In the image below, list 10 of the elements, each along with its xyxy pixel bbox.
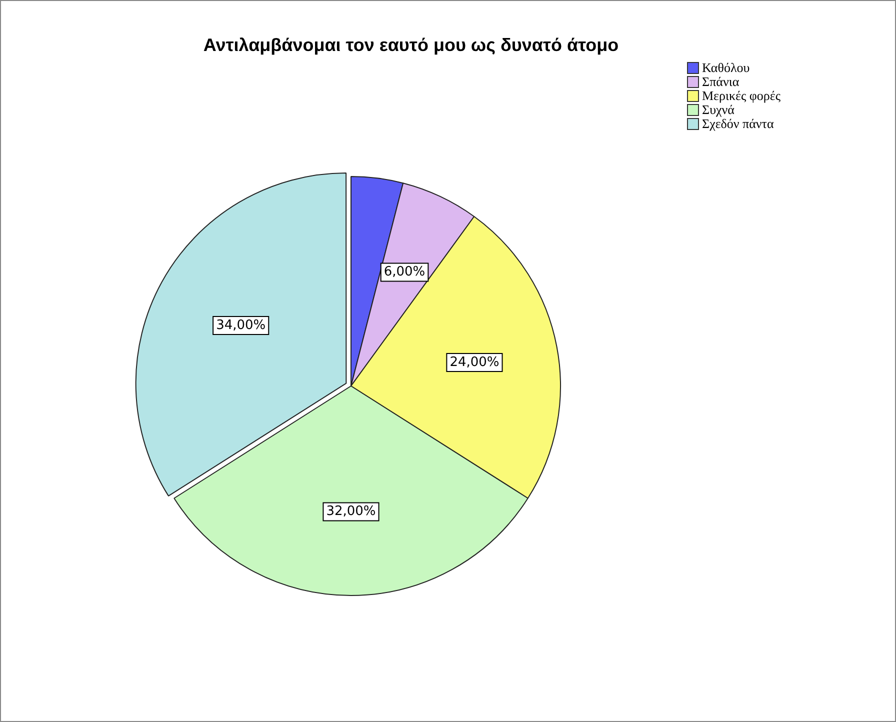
legend-label: Σπάνια (702, 74, 740, 89)
legend-label: Μερικές φορές (702, 88, 781, 103)
data-label: 6,00% (384, 264, 426, 280)
legend-label: Συχνά (702, 102, 734, 117)
chart-title: Αντιλαμβάνομαι τον εαυτό μου ως δυνατό άτομο (202, 35, 620, 56)
legend-label: Σχεδόν πάντα (702, 116, 774, 131)
data-label: 34,00% (216, 318, 266, 333)
legend-label: Καθόλου (702, 60, 750, 75)
data-label: 32,00% (326, 504, 376, 520)
data-label: 24,00% (450, 354, 500, 370)
